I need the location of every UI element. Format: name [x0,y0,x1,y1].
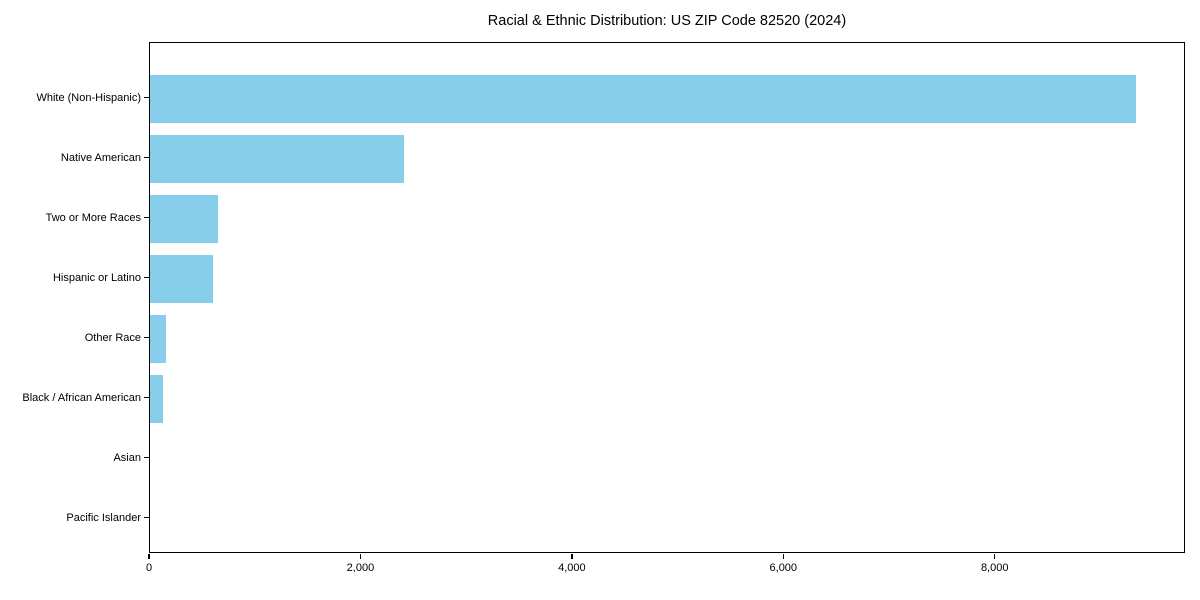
x-tick-label: 4,000 [558,562,586,574]
y-tick-mark [144,396,149,399]
y-tick-mark [144,96,149,99]
bar-two-or-more-races [150,194,218,243]
x-tick-label: 2,000 [346,562,375,574]
y-tick-mark [144,216,149,219]
bar-black-african-american [150,374,163,423]
y-tick-label: White (Non-Hispanic) [36,91,141,104]
y-tick-label: Other Race [84,331,141,344]
x-tick-label: 8,000 [980,562,1009,574]
bar-native-american [150,134,404,183]
y-tick-mark [144,276,149,279]
x-tick-mark [359,554,362,559]
x-tick-mark [782,554,785,559]
y-tick-mark [144,336,149,339]
bar-other-race [150,314,166,363]
x-tick-mark [571,554,573,559]
x-tick-label: 0 [145,562,153,574]
y-tick-mark [144,516,149,519]
y-tick-mark [144,156,149,159]
x-tick-mark [993,554,996,559]
bar-hispanic-or-latino [150,254,213,303]
chart-title: Racial & Ethnic Distribution: US ZIP Cod… [487,13,847,29]
bar-white-non-hispanic [150,74,1137,123]
y-tick-label: Asian [113,451,141,464]
x-tick-mark [148,554,150,559]
y-tick-label: Hispanic or Latino [52,271,141,284]
x-tick-label: 6,000 [769,562,798,574]
y-tick-label: Two or More Races [45,211,141,224]
y-tick-label: Pacific Islander [66,511,141,524]
y-tick-label: Black / African American [22,391,141,404]
y-tick-label: Native American [60,151,141,164]
plot-area [149,42,1185,553]
y-tick-mark [144,456,149,459]
